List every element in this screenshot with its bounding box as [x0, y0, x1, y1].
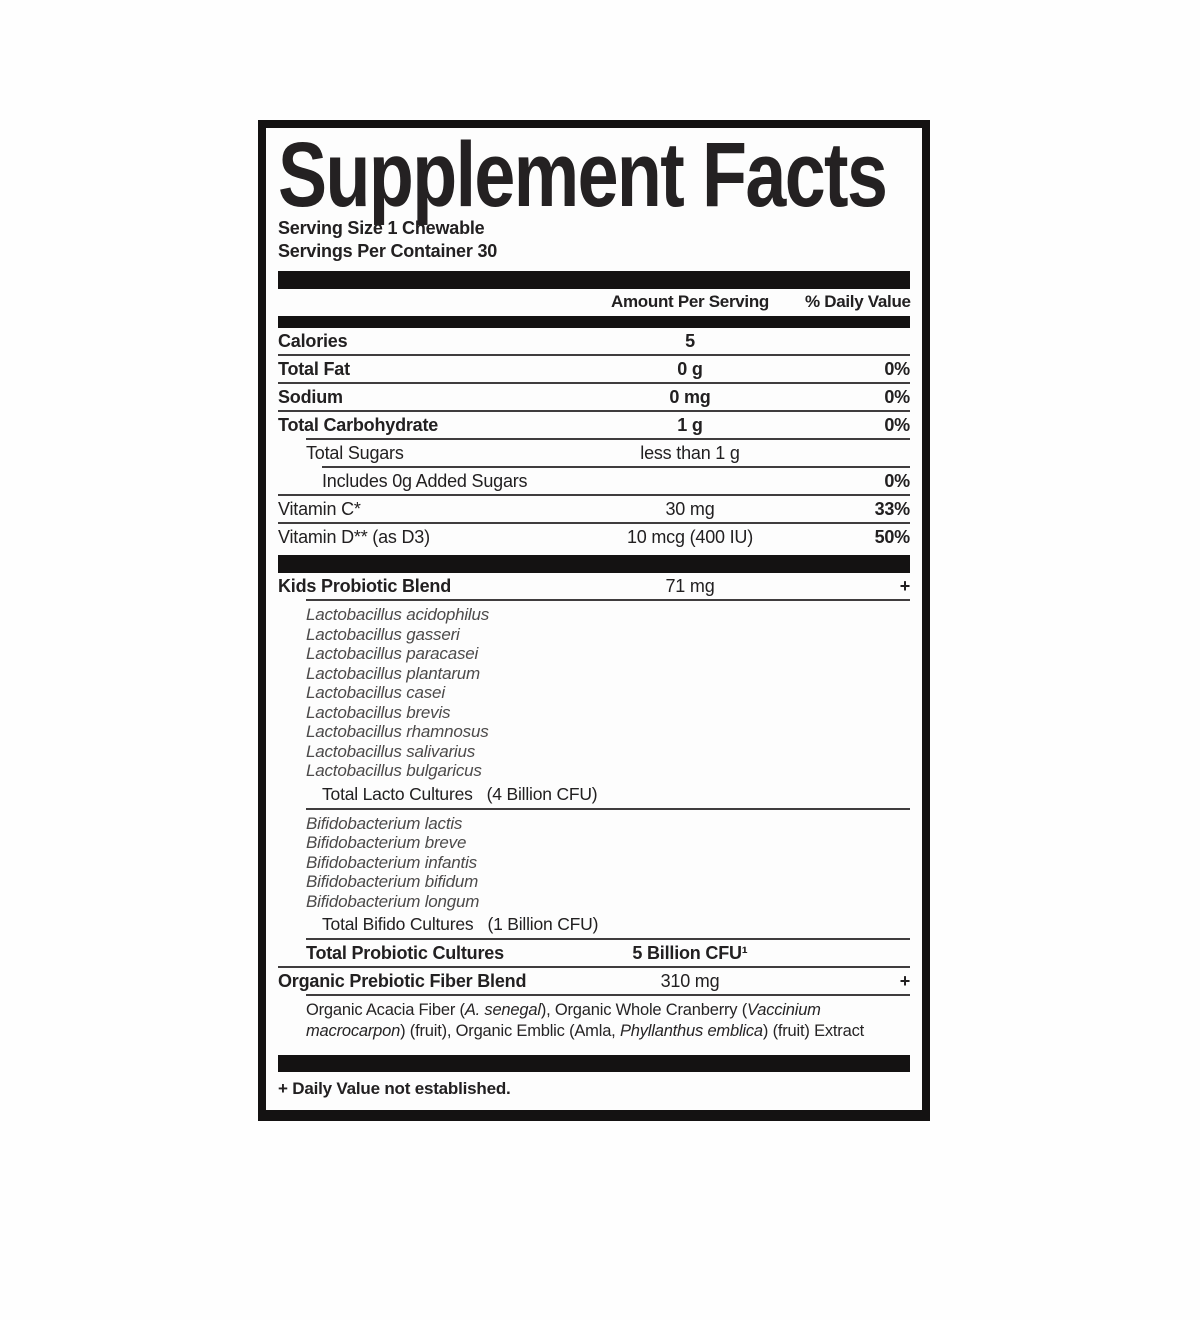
servings-per-container: Servings Per Container 30 [278, 241, 498, 261]
nutrient-row-calories: Calories 5 [278, 328, 910, 354]
nutrient-name: Includes 0g Added Sugars [322, 471, 528, 491]
nutrient-amount: 0 mg [669, 387, 711, 407]
bifido-total-amount: (1 Billion CFU) [487, 914, 599, 934]
row-divider-indented [306, 599, 910, 601]
panel-title: Supplement Facts [278, 124, 888, 226]
nutrient-amount: 5 [685, 331, 695, 351]
nutrient-row-sodium: Sodium 0 mg 0% [278, 384, 910, 410]
row-divider [278, 522, 910, 524]
species-item: Lactobacillus brevis [306, 702, 451, 722]
lacto-total-label: Total Lacto Cultures [322, 783, 473, 804]
nutrient-dv: 0% [884, 387, 910, 407]
nutrient-row-total-carbohydrate: Total Carbohydrate 1 g 0% [278, 412, 910, 438]
row-divider [278, 410, 910, 412]
bifido-species-list: Bifidobacterium lactis Bifidobacterium b… [278, 810, 910, 914]
blend-dv: + [899, 971, 911, 991]
divider-bar-probiotic [278, 555, 910, 573]
nutrient-row-vitamin-c: Vitamin C* 30 mg 33% [278, 496, 910, 522]
serving-size: Serving Size 1 Chewable [278, 218, 485, 238]
total-cultures-amount: 5 Billion CFU¹ [632, 943, 748, 963]
nutrient-name: Total Fat [278, 359, 350, 379]
nutrient-dv: 33% [874, 499, 911, 519]
divider-bar-top [278, 271, 910, 289]
species-item: Lactobacillus rhamnosus [306, 722, 489, 741]
divider-bar-footnote [278, 1055, 910, 1072]
nutrient-dv: 0% [884, 359, 910, 379]
nutrient-name: Vitamin C* [278, 499, 361, 519]
nutrient-name: Total Carbohydrate [278, 415, 439, 435]
species-item: Lactobacillus bulgaricus [306, 761, 482, 780]
row-divider [278, 966, 910, 968]
row-divider [278, 382, 910, 384]
nutrient-amount: 10 mcg (400 IU) [626, 527, 754, 547]
row-divider [278, 494, 910, 496]
nutrient-row-total-fat: Total Fat 0 g 0% [278, 356, 910, 382]
species-item: Bifidobacterium bifidum [306, 872, 479, 891]
row-divider [278, 354, 910, 356]
prebiotic-blend-row: Organic Prebiotic Fiber Blend 310 mg + [278, 968, 910, 994]
species-item: Bifidobacterium infantis [306, 852, 477, 872]
species-item: Lactobacillus plantarum [306, 663, 480, 683]
species-item: Lactobacillus acidophilus [306, 605, 490, 624]
row-divider-indented [306, 938, 910, 940]
row-divider-indented [306, 438, 910, 440]
blend-name: Kids Probiotic Blend [278, 576, 452, 596]
nutrient-dv: 0% [884, 471, 910, 491]
nutrient-dv: 0% [884, 415, 910, 435]
nutrient-name: Sodium [278, 387, 343, 407]
nutrient-name: Total Sugars [306, 443, 404, 463]
nutrient-name: Vitamin D** (as D3) [278, 527, 430, 547]
divider-bar-header [278, 316, 910, 328]
blend-amount: 71 mg [665, 576, 715, 596]
row-divider-indented [306, 994, 910, 996]
lacto-total-row: Total Lacto Cultures (4 Billion CFU) [278, 783, 910, 808]
column-header-daily-value: % Daily Value [805, 292, 911, 311]
total-cultures-label: Total Probiotic Cultures [306, 943, 504, 963]
blend-amount: 310 mg [660, 971, 720, 991]
row-divider-indented [306, 807, 910, 810]
species-item: Bifidobacterium longum [306, 891, 480, 911]
species-item: Lactobacillus paracasei [306, 644, 479, 663]
bifido-total-row: Total Bifido Cultures (1 Billion CFU) [278, 913, 910, 938]
species-item: Bifidobacterium breve [306, 833, 467, 852]
daily-value-footnote: + Daily Value not established. [278, 1079, 511, 1098]
lacto-total-amount: (4 Billion CFU) [486, 783, 598, 804]
probiotic-blend-row: Kids Probiotic Blend 71 mg + [278, 573, 910, 599]
row-divider-indented [322, 466, 910, 468]
blend-name: Organic Prebiotic Fiber Blend [278, 971, 527, 991]
total-probiotic-cultures-row: Total Probiotic Cultures 5 Billion CFU¹ [278, 940, 910, 966]
species-item: Lactobacillus gasseri [306, 624, 460, 644]
nutrient-amount: 0 g [677, 359, 703, 379]
species-item: Bifidobacterium lactis [306, 813, 463, 833]
column-header-amount: Amount Per Serving [610, 292, 770, 311]
lacto-species-list: Lactobacillus acidophilus Lactobacillus … [278, 601, 910, 783]
species-item: Lactobacillus salivarius [306, 741, 476, 761]
blend-dv: + [899, 576, 911, 596]
nutrient-amount: less than 1 g [640, 443, 740, 463]
nutrient-name: Calories [278, 331, 348, 351]
nutrient-dv: 50% [874, 527, 911, 547]
nutrient-amount: 1 g [677, 415, 703, 435]
species-item: Lactobacillus casei [306, 683, 445, 702]
nutrient-row-vitamin-d: Vitamin D** (as D3) 10 mcg (400 IU) 50% [278, 524, 910, 550]
nutrient-row-added-sugars: Includes 0g Added Sugars 0% [278, 468, 910, 494]
bifido-total-label: Total Bifido Cultures [322, 914, 474, 934]
nutrient-row-total-sugars: Total Sugars less than 1 g [278, 440, 910, 466]
nutrient-amount: 30 mg [665, 499, 715, 519]
column-header-row: Amount Per Serving % Daily Value [278, 289, 911, 316]
supplement-facts-panel: Supplement Facts Serving Size 1 Chewable… [258, 120, 930, 1121]
prebiotic-blend-description: Organic Acacia Fiber (A. senegal), Organ… [306, 1001, 865, 1040]
